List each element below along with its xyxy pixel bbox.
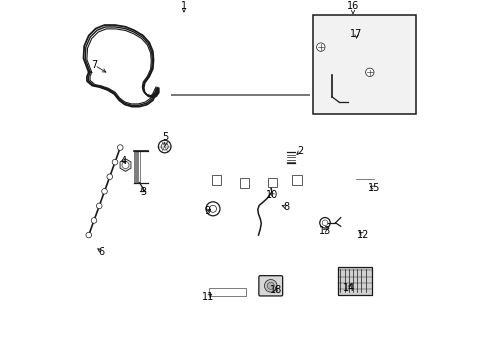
Circle shape (161, 143, 168, 150)
Text: 12: 12 (357, 230, 369, 240)
Text: 5: 5 (163, 132, 168, 142)
Text: 15: 15 (367, 183, 379, 193)
Circle shape (365, 68, 373, 77)
Text: 1: 1 (181, 1, 186, 11)
Text: 13: 13 (318, 225, 330, 235)
Bar (267, 177, 277, 188)
Circle shape (322, 220, 327, 226)
Text: 11: 11 (201, 292, 213, 302)
Bar (208, 288, 245, 296)
Text: 10: 10 (266, 190, 278, 200)
Bar (312, 14, 415, 114)
Text: 17: 17 (349, 29, 362, 39)
Text: 18: 18 (269, 285, 282, 295)
Circle shape (107, 174, 112, 180)
Circle shape (102, 189, 107, 194)
Text: 4: 4 (121, 156, 126, 166)
Circle shape (316, 43, 325, 51)
Text: 8: 8 (283, 202, 289, 212)
Circle shape (209, 205, 216, 212)
Circle shape (117, 145, 123, 150)
Circle shape (112, 159, 118, 165)
Text: 7: 7 (91, 60, 98, 70)
Bar (239, 178, 249, 188)
Circle shape (205, 202, 220, 216)
Text: 6: 6 (99, 247, 104, 257)
Text: 3: 3 (140, 187, 146, 197)
Text: 2: 2 (297, 146, 303, 156)
Circle shape (86, 232, 91, 238)
Bar (291, 175, 301, 185)
FancyBboxPatch shape (258, 276, 282, 296)
Bar (211, 175, 221, 185)
Circle shape (122, 162, 129, 168)
Circle shape (267, 282, 274, 289)
Polygon shape (120, 159, 131, 171)
Text: 14: 14 (343, 283, 355, 293)
Circle shape (96, 203, 102, 209)
Circle shape (264, 279, 277, 292)
Circle shape (319, 217, 329, 228)
Bar (338, 266, 371, 294)
Text: 16: 16 (346, 1, 358, 11)
Circle shape (91, 218, 97, 223)
Circle shape (158, 140, 171, 153)
Text: 9: 9 (204, 206, 210, 216)
